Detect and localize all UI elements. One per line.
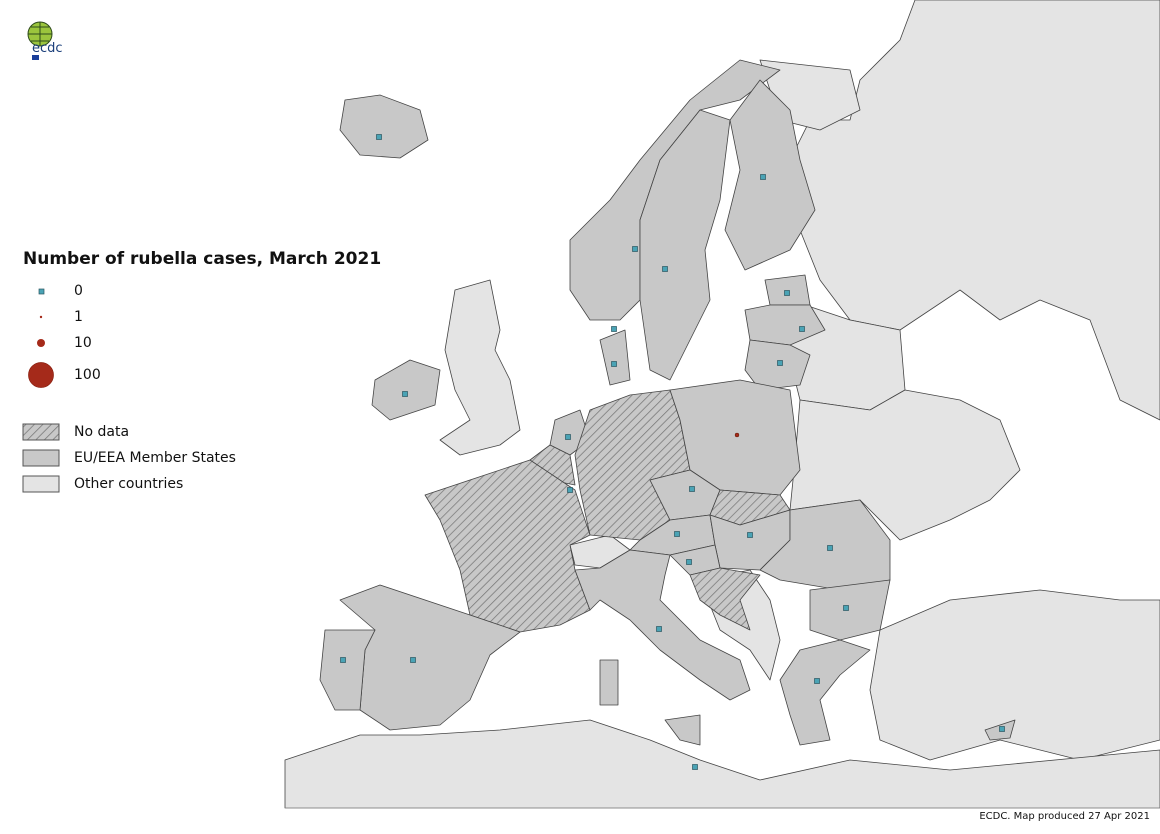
case-marker <box>692 764 698 770</box>
case-marker <box>999 726 1005 732</box>
legend-title: Number of rubella cases, March 2021 <box>23 249 382 269</box>
case-marker <box>611 361 617 367</box>
case-marker <box>843 605 849 611</box>
legend-one-marker <box>39 315 43 319</box>
case-marker <box>567 487 573 493</box>
legend-other-swatch <box>22 475 60 493</box>
legend-zero-marker <box>38 288 45 295</box>
country-finland <box>724 79 816 271</box>
case-marker <box>340 657 346 663</box>
country-italy <box>574 549 751 701</box>
case-marker <box>674 531 680 537</box>
country-ireland <box>371 359 441 421</box>
case-marker <box>784 290 790 296</box>
legend-ten-marker <box>37 339 45 347</box>
svg-text:ecdc: ecdc <box>32 41 63 56</box>
country-uk <box>439 279 521 456</box>
legend-eu-swatch <box>22 449 60 467</box>
case-marker <box>777 360 783 366</box>
case-marker <box>376 134 382 140</box>
legend-label-1: 1 <box>74 309 83 325</box>
legend-label-100: 100 <box>74 367 101 383</box>
legend-label-other: Other countries <box>74 476 184 492</box>
case-marker <box>747 532 753 538</box>
country-sicily <box>664 714 701 746</box>
legend-label-10: 10 <box>74 335 92 351</box>
case-marker <box>734 432 740 438</box>
map-credit: ECDC. Map produced 27 Apr 2021 <box>979 811 1150 822</box>
country-sardinia <box>599 659 619 706</box>
case-marker <box>827 545 833 551</box>
legend-label-eu: EU/EEA Member States <box>74 450 236 466</box>
case-marker <box>632 246 638 252</box>
country-bulgaria <box>809 579 891 641</box>
case-marker <box>662 266 668 272</box>
case-marker <box>760 174 766 180</box>
case-marker <box>565 434 571 440</box>
country-turkey <box>869 589 1160 761</box>
country-north-africa <box>284 719 1160 809</box>
country-greece <box>779 639 871 746</box>
ecdc-logo: ecdc <box>22 20 72 66</box>
case-marker <box>814 678 820 684</box>
case-marker <box>686 559 692 565</box>
legend-hundred-marker <box>28 362 54 388</box>
case-marker <box>410 657 416 663</box>
legend-label-no-data: No data <box>74 424 130 440</box>
case-marker <box>611 326 617 332</box>
country-portugal <box>319 629 376 711</box>
country-croatia <box>689 567 761 631</box>
legend-label-0: 0 <box>74 283 83 299</box>
case-marker <box>402 391 408 397</box>
country-estonia <box>764 274 811 306</box>
country-sweden <box>639 109 731 381</box>
country-denmark <box>599 329 631 386</box>
country-france <box>424 459 591 633</box>
country-iceland <box>339 94 429 159</box>
case-marker <box>799 326 805 332</box>
legend-no-data-swatch <box>22 423 60 441</box>
case-marker <box>656 626 662 632</box>
case-marker <box>689 486 695 492</box>
